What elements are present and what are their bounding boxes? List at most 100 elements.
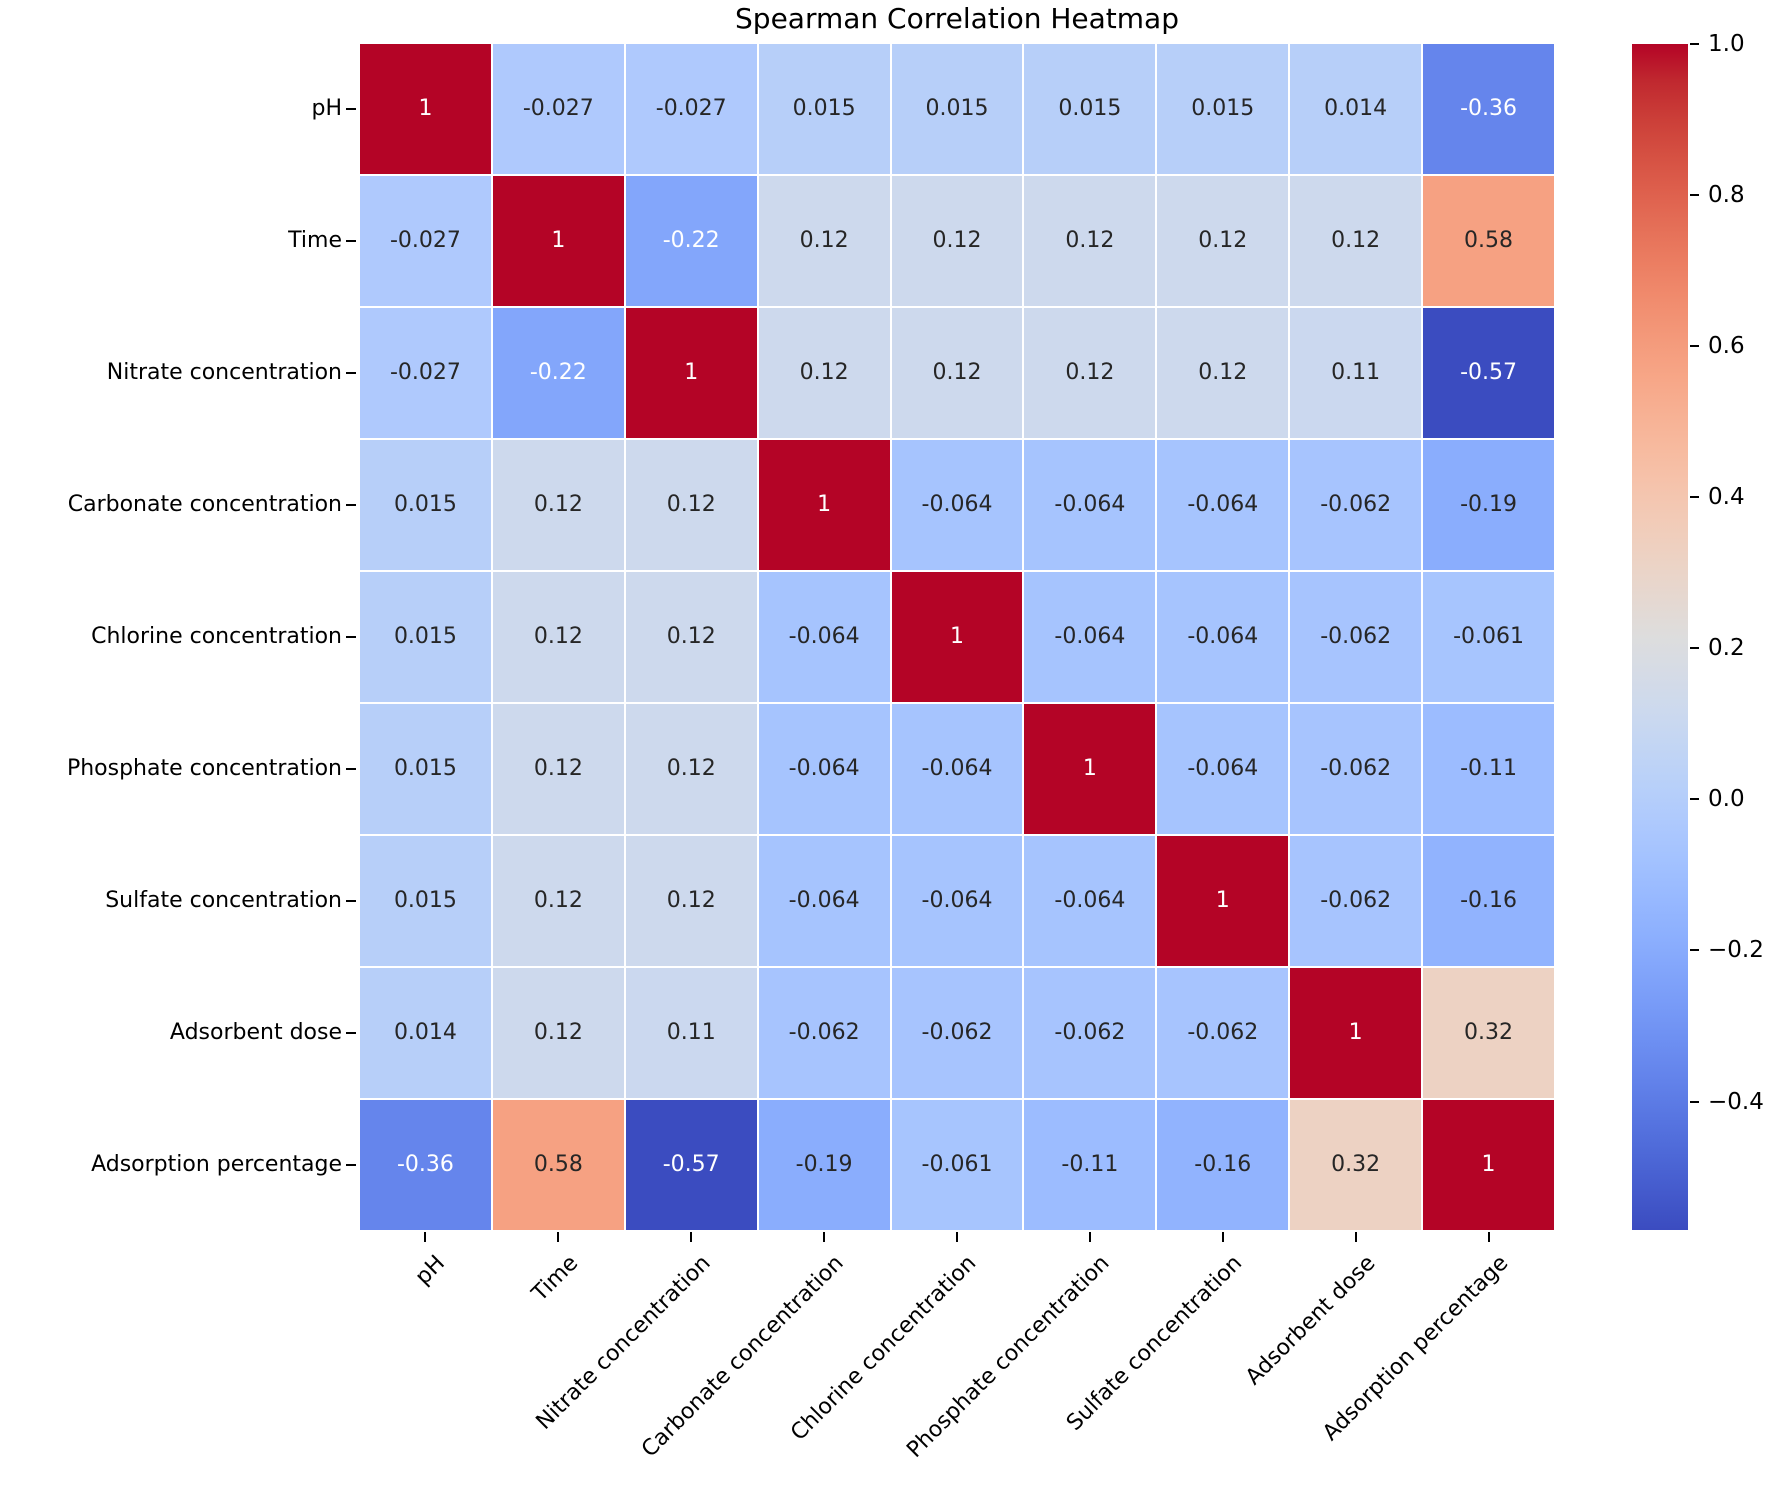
heatmap-cell: 1 — [1024, 704, 1156, 834]
heatmap-cell: 0.58 — [1423, 176, 1554, 306]
heatmap-cell: -0.061 — [1423, 572, 1554, 702]
heatmap-cell: -0.57 — [625, 1100, 757, 1230]
heatmap-cell: 0.12 — [625, 836, 757, 966]
y-tick-label: Phosphate concentration — [66, 756, 342, 781]
heatmap-cell: -0.22 — [625, 176, 757, 306]
heatmap-cell: 1 — [1157, 836, 1289, 966]
heatmap-cell: -0.062 — [758, 968, 890, 1098]
colorbar-tick-label: 0.6 — [1708, 333, 1745, 360]
y-tick-mark — [346, 372, 356, 374]
heatmap-cell: 0.014 — [360, 968, 491, 1098]
x-tick-mark — [690, 1232, 693, 1242]
heatmap-cell: 1 — [625, 308, 757, 438]
colorbar-tick-label: −0.2 — [1708, 937, 1764, 964]
heatmap-cell: 1 — [492, 176, 624, 306]
heatmap-cell: -0.064 — [891, 440, 1023, 570]
heatmap-cell: -0.062 — [1290, 704, 1422, 834]
heatmap-cell: 0.014 — [1290, 44, 1422, 174]
y-tick-mark — [346, 1032, 356, 1034]
chart-title: Spearman Correlation Heatmap — [735, 2, 1179, 35]
heatmap-cell: 1 — [1423, 1100, 1554, 1230]
colorbar-tick-mark — [1690, 43, 1699, 45]
heatmap-cell: -0.061 — [891, 1100, 1023, 1230]
y-tick-label: Time — [288, 228, 342, 253]
heatmap-cell: -0.064 — [1157, 572, 1289, 702]
y-tick-label: Adsorbent dose — [169, 1020, 342, 1045]
colorbar-tick-label: 0.8 — [1708, 182, 1745, 209]
heatmap-cell: 0.32 — [1423, 968, 1554, 1098]
heatmap-cell: 0.015 — [360, 572, 491, 702]
heatmap-cell: 0.015 — [891, 44, 1023, 174]
heatmap-cell: 1 — [1290, 968, 1422, 1098]
heatmap-cell: -0.064 — [758, 836, 890, 966]
heatmap-cell: -0.19 — [1423, 440, 1554, 570]
heatmap-cell: 1 — [891, 572, 1023, 702]
y-tick-label: Carbonate concentration — [67, 492, 342, 517]
heatmap-cell: 0.12 — [492, 572, 624, 702]
heatmap-cell: 0.12 — [758, 308, 890, 438]
x-tick-mark — [1487, 1232, 1490, 1242]
x-tick-mark — [557, 1232, 560, 1242]
heatmap-cell: 0.12 — [492, 704, 624, 834]
y-tick-mark — [346, 504, 356, 506]
heatmap-cell: 0.12 — [1157, 308, 1289, 438]
x-tick-label: pH — [410, 1250, 450, 1290]
heatmap-cell: -0.16 — [1423, 836, 1554, 966]
x-tick-mark — [1221, 1232, 1224, 1242]
colorbar-tick-mark — [1690, 496, 1699, 499]
y-tick-mark — [346, 900, 356, 902]
colorbar-tick-mark — [1690, 949, 1699, 952]
heatmap-cell: -0.064 — [1024, 836, 1156, 966]
x-tick-mark — [424, 1232, 427, 1242]
heatmap-cell: 0.015 — [1157, 44, 1289, 174]
heatmap-cell: -0.064 — [1157, 440, 1289, 570]
heatmap-cell: -0.027 — [360, 308, 491, 438]
heatmap-cell: -0.062 — [1290, 836, 1422, 966]
heatmap-cell: -0.19 — [758, 1100, 890, 1230]
heatmap-cell: 0.12 — [891, 308, 1023, 438]
colorbar-tick-label: 0.0 — [1708, 786, 1745, 813]
y-tick-label: Sulfate concentration — [105, 888, 342, 913]
x-tick-mark — [823, 1232, 826, 1242]
heatmap-cell: -0.16 — [1157, 1100, 1289, 1230]
x-tick-mark — [1088, 1232, 1091, 1242]
heatmap-cell: 0.11 — [625, 968, 757, 1098]
heatmap-cell: 0.12 — [1290, 176, 1422, 306]
heatmap-cell: 0.11 — [1290, 308, 1422, 438]
heatmap-cell: 0.015 — [360, 440, 491, 570]
heatmap-cell: -0.064 — [891, 704, 1023, 834]
colorbar-tick-label: 0.4 — [1708, 484, 1745, 511]
heatmap-cell: -0.062 — [1157, 968, 1289, 1098]
x-tick-mark — [1354, 1232, 1357, 1242]
colorbar-tick-label: −0.4 — [1708, 1088, 1764, 1115]
x-tick-mark — [956, 1232, 958, 1242]
heatmap-cell: -0.064 — [891, 836, 1023, 966]
heatmap-cell: -0.064 — [758, 704, 890, 834]
colorbar-tick-mark — [1690, 194, 1699, 197]
heatmap-cell: 0.58 — [492, 1100, 624, 1230]
y-tick-label: Nitrate concentration — [106, 360, 342, 385]
heatmap-cell: -0.36 — [1423, 44, 1554, 174]
heatmap-cell: -0.064 — [1024, 572, 1156, 702]
colorbar-tick-label: 1.0 — [1708, 31, 1745, 57]
x-tick-label: Time — [526, 1250, 583, 1307]
colorbar-tick-mark — [1690, 647, 1699, 650]
heatmap-cell: 0.12 — [625, 572, 757, 702]
heatmap-cell: -0.027 — [625, 44, 757, 174]
heatmap-cell: -0.062 — [891, 968, 1023, 1098]
heatmap-cell: 0.12 — [492, 440, 624, 570]
heatmap-cell: -0.064 — [1024, 440, 1156, 570]
heatmap-cell: -0.027 — [360, 176, 491, 306]
y-tick-mark — [346, 1164, 356, 1166]
heatmap-cell: 0.12 — [625, 704, 757, 834]
heatmap-grid: 1 -0.027 -0.027 0.015 0.015 0.015 0.015 0.014 -0… — [360, 44, 1554, 1230]
heatmap-cell: 0.015 — [1024, 44, 1156, 174]
heatmap-cell: 0.015 — [360, 704, 491, 834]
heatmap-cell: -0.062 — [1290, 440, 1422, 570]
heatmap-cell: 0.015 — [360, 836, 491, 966]
x-tick-label: Adsorbent dose — [1240, 1250, 1381, 1391]
heatmap-cell: 1 — [758, 440, 890, 570]
heatmap-cell: 0.12 — [1024, 308, 1156, 438]
heatmap-cell: 1 — [360, 44, 491, 174]
heatmap-cell: 0.12 — [891, 176, 1023, 306]
